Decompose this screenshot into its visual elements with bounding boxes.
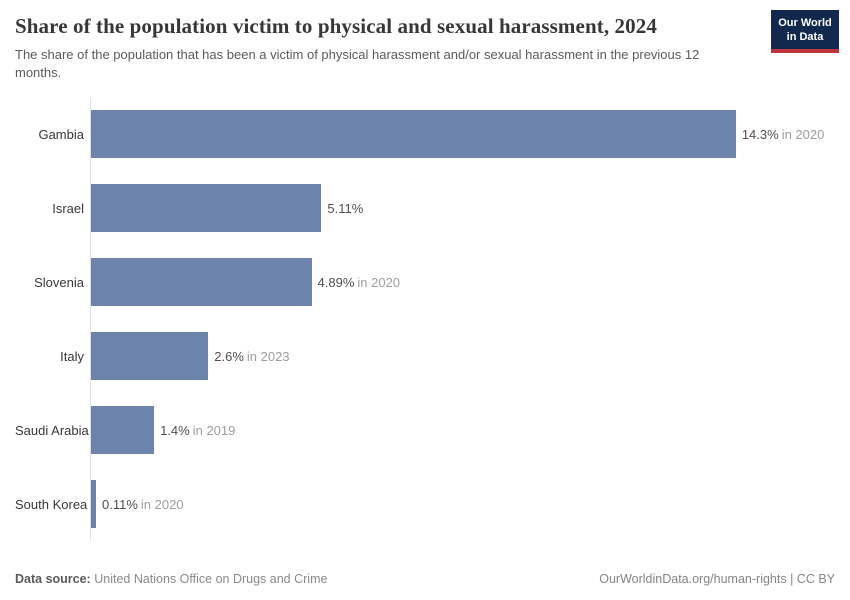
year-label: in 2023 [246,348,290,364]
value-label: 4.89% [317,274,355,290]
bar-row: Saudi Arabia 1.4% in 2019 [15,393,835,467]
chart-footer: Data source: United Nations Office on Dr… [15,572,835,588]
year-label: in 2020 [140,496,184,512]
value-label: 14.3% [741,126,779,142]
bar[interactable] [91,406,155,455]
credit-text: OurWorldinData.org/human-rights | CC BY [599,572,835,586]
value-label: 5.11% [327,200,364,216]
bar-track: 2.6% in 2023 [90,332,835,381]
category-label: Saudi Arabia [15,422,89,438]
owid-logo-line1: Our World [778,17,832,29]
value-annotation: 14.3% in 2020 [742,127,825,142]
value-annotation: 4.89% in 2020 [318,275,401,290]
year-label: in 2019 [192,422,236,438]
value-label: 0.11% [101,496,138,512]
bar-row: Italy 2.6% in 2023 [15,319,835,393]
owid-logo: Our World in Data [771,10,839,53]
value-label: 2.6% [214,348,244,364]
value-annotation: 1.4% in 2019 [160,423,235,438]
bar-track: 1.4% in 2019 [90,406,835,455]
bar-row: Slovenia 4.89% in 2020 [15,245,835,319]
category-label: Slovenia [34,274,84,290]
bar-row: Gambia 14.3% in 2020 [15,97,835,171]
year-label: in 2020 [781,126,825,142]
category-label: South Korea [15,496,88,512]
bar-row: South Korea 0.11% in 2020 [15,467,835,541]
bar[interactable] [91,110,736,159]
bar[interactable] [91,184,322,233]
chart-title: Share of the population victim to physic… [15,14,657,38]
chart-header: Share of the population victim to physic… [15,14,835,81]
data-source: Data source: United Nations Office on Dr… [15,572,327,586]
data-source-value: United Nations Office on Drugs and Crime [94,572,328,586]
owid-logo-line2: in Data [786,31,824,44]
bar-row: Israel 5.11% [15,171,835,245]
value-annotation: 0.11% in 2020 [102,497,184,512]
bar[interactable] [91,480,96,529]
year-label: in 2020 [357,274,401,290]
category-label: Gambia [38,126,84,142]
bar-track: 5.11% [90,184,835,233]
bar-track: 14.3% in 2020 [90,110,835,159]
plot-area: Gambia 14.3% in 2020 Israel 5.11% Sloveni… [15,97,835,542]
value-annotation: 5.11% [327,201,366,216]
value-annotation: 2.6% in 2023 [214,349,289,364]
bar[interactable] [91,258,312,307]
category-label: Israel [52,200,84,216]
value-label: 1.4% [160,422,190,438]
data-source-label: Data source: [15,572,91,586]
category-label: Italy [60,348,84,364]
bar[interactable] [91,332,209,381]
chart-subtitle: The share of the population that has bee… [15,47,700,80]
bar-track: 4.89% in 2020 [90,258,835,307]
bar-track: 0.11% in 2020 [90,480,835,529]
